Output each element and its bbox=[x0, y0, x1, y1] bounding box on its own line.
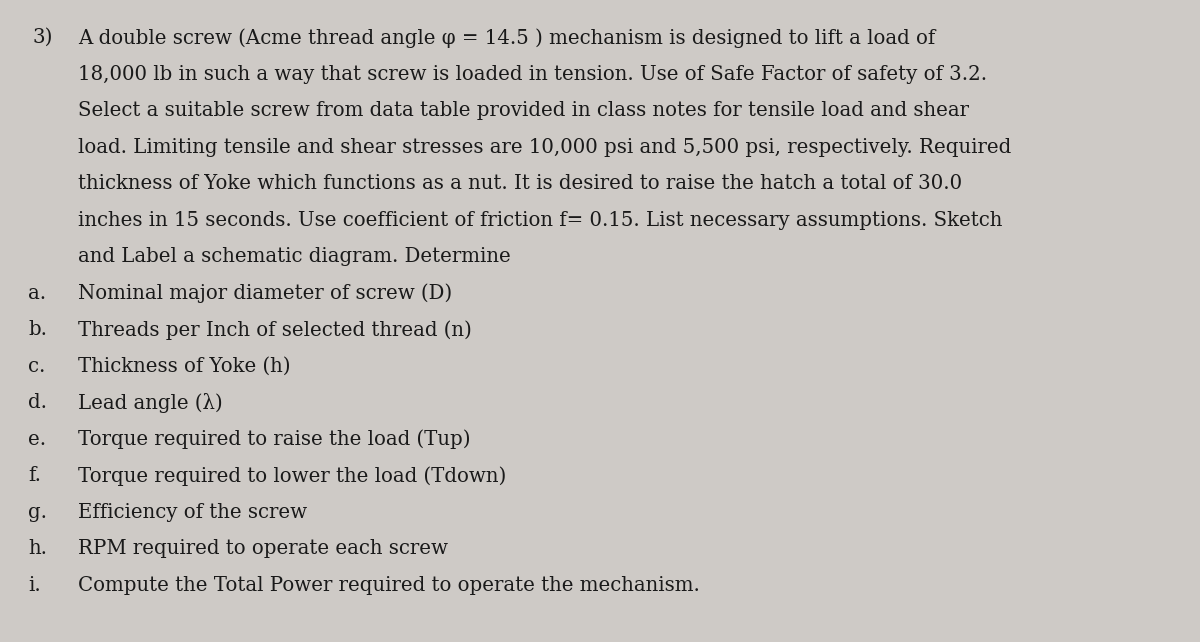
Text: Select a suitable screw from data table provided in class notes for tensile load: Select a suitable screw from data table … bbox=[78, 101, 970, 120]
Text: a.: a. bbox=[28, 284, 46, 302]
Text: inches in 15 seconds. Use coefficient of friction f= 0.15. List necessary assump: inches in 15 seconds. Use coefficient of… bbox=[78, 211, 1002, 229]
Text: Torque required to raise the load (Tup): Torque required to raise the load (Tup) bbox=[78, 429, 470, 449]
Text: A double screw (Acme thread angle φ = 14.5 ) mechanism is designed to lift a loa: A double screw (Acme thread angle φ = 14… bbox=[78, 28, 935, 48]
Text: Efficiency of the screw: Efficiency of the screw bbox=[78, 503, 307, 521]
Text: load. Limiting tensile and shear stresses are 10,000 psi and 5,500 psi, respecti: load. Limiting tensile and shear stresse… bbox=[78, 137, 1012, 157]
Text: f.: f. bbox=[28, 466, 41, 485]
Text: and Label a schematic diagram. Determine: and Label a schematic diagram. Determine bbox=[78, 247, 511, 266]
Text: c.: c. bbox=[28, 356, 46, 376]
Text: i.: i. bbox=[28, 575, 41, 594]
Text: Thickness of Yoke (h): Thickness of Yoke (h) bbox=[78, 356, 290, 376]
Text: Nominal major diameter of screw (D): Nominal major diameter of screw (D) bbox=[78, 284, 452, 303]
Text: 18,000 lb in such a way that screw is loaded in tension. Use of Safe Factor of s: 18,000 lb in such a way that screw is lo… bbox=[78, 64, 988, 83]
Text: 3): 3) bbox=[32, 28, 53, 47]
Text: Compute the Total Power required to operate the mechanism.: Compute the Total Power required to oper… bbox=[78, 575, 700, 594]
Text: e.: e. bbox=[28, 429, 46, 449]
Text: Threads per Inch of selected thread (n): Threads per Inch of selected thread (n) bbox=[78, 320, 472, 340]
Text: b.: b. bbox=[28, 320, 47, 339]
Text: d.: d. bbox=[28, 393, 47, 412]
Text: g.: g. bbox=[28, 503, 47, 521]
Text: Lead angle (λ): Lead angle (λ) bbox=[78, 393, 223, 413]
Text: thickness of Yoke which functions as a nut. It is desired to raise the hatch a t: thickness of Yoke which functions as a n… bbox=[78, 174, 962, 193]
Text: RPM required to operate each screw: RPM required to operate each screw bbox=[78, 539, 448, 558]
Text: h.: h. bbox=[28, 539, 47, 558]
Text: Torque required to lower the load (Tdown): Torque required to lower the load (Tdown… bbox=[78, 466, 506, 485]
